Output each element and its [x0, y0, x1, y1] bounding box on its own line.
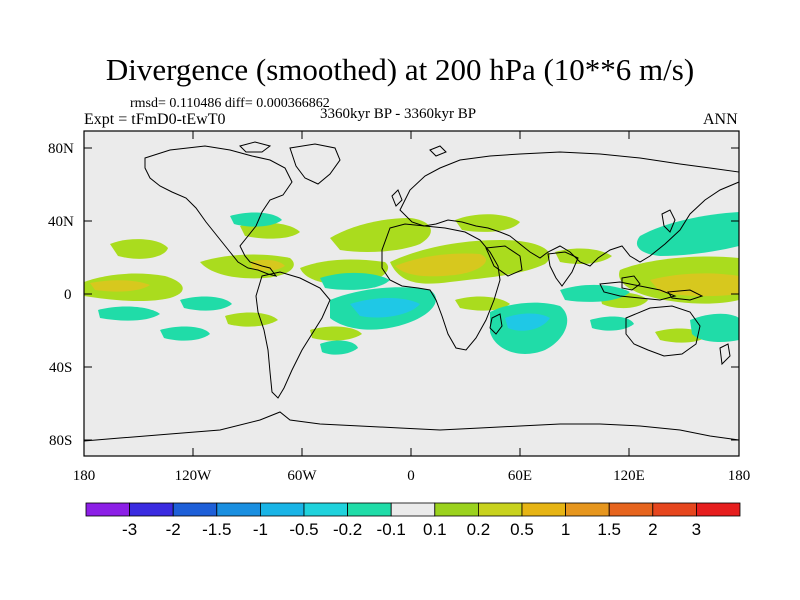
colorbar-label: -1 — [253, 520, 268, 539]
colorbar-labels: -3 -2 -1.5 -1 -0.5 -0.2 -0.1 0.1 0.2 0.5 1 1.5 2 3 — [122, 520, 701, 539]
new-guinea-outline — [667, 289, 704, 301]
colorbar-label: -2 — [166, 520, 181, 539]
colorbar-swatch — [565, 502, 610, 517]
british-isles-outline — [391, 189, 403, 207]
indonesia-outline — [599, 281, 677, 301]
colorbar-swatch — [434, 502, 479, 517]
colorbar-label: -0.2 — [333, 520, 362, 539]
north-america-outline — [144, 145, 293, 277]
lat-label-0: 0 — [64, 287, 72, 303]
lat-label-80s: 80S — [49, 433, 72, 449]
colorbar-swatch — [608, 502, 654, 517]
colorbar-label: -3 — [122, 520, 137, 539]
lon-label-60e: 60E — [508, 468, 532, 484]
colorbar-swatch — [259, 502, 305, 517]
longitude-labels: 180 120W 60W 0 60E 120E 180 — [73, 468, 751, 484]
colorbar-label: -0.1 — [377, 520, 406, 539]
lon-label-120e: 120E — [613, 468, 645, 484]
colorbar-swatch — [172, 502, 218, 517]
lon-label-120w: 120W — [175, 468, 213, 484]
lon-label-0: 0 — [407, 468, 415, 484]
africa-outline — [381, 223, 501, 351]
time-period-label: 3360kyr BP - 3360kyr BP — [320, 106, 477, 122]
colorbar-swatch — [85, 502, 130, 517]
arctic-islands-outline — [239, 141, 272, 153]
colorbar-label: 1.5 — [597, 520, 621, 539]
arabia-outline — [485, 245, 523, 277]
colorbar-swatch — [303, 502, 348, 517]
latitude-labels: 80N 40N 0 40S 80S — [48, 141, 74, 449]
colorbar-label: -0.5 — [289, 520, 318, 539]
colorbar-label: 1 — [561, 520, 570, 539]
colorbar-label: 2 — [648, 520, 657, 539]
strong-positive-contours — [90, 253, 739, 297]
australia-outline — [625, 305, 701, 357]
japan-outline — [661, 209, 676, 233]
svalbard-outline — [429, 145, 447, 157]
colorbar-label: 0.5 — [510, 520, 534, 539]
antarctica-outline — [83, 411, 740, 442]
colorbar-swatch — [521, 502, 566, 517]
madagascar-outline — [489, 313, 503, 335]
colorbar-swatch — [347, 502, 392, 517]
south-america-outline — [255, 271, 331, 399]
lon-label-60w: 60W — [287, 468, 317, 484]
negative-contours — [98, 212, 739, 355]
colorbar-swatch — [216, 502, 261, 517]
colorbar-swatch — [129, 502, 174, 517]
new-zealand-outline — [719, 343, 731, 366]
greenland-outline — [289, 143, 341, 185]
divergence-field — [84, 212, 739, 355]
season-label: ANN — [703, 111, 738, 128]
borneo-outline — [621, 275, 641, 291]
colorbar-swatch — [696, 502, 741, 517]
colorbar-label: -1.5 — [202, 520, 231, 539]
eurasia-outline — [399, 151, 740, 267]
colorbar-label: 0.2 — [467, 520, 491, 539]
colorbar — [85, 502, 741, 517]
lon-label-180e: 180 — [728, 468, 751, 484]
colorbar-swatch — [652, 502, 697, 517]
map-title: Divergence (smoothed) at 200 hPa (10**6 … — [105, 52, 695, 87]
lat-label-40s: 40S — [49, 360, 72, 376]
lon-label-180w: 180 — [73, 468, 96, 484]
strong-negative-contours — [350, 298, 550, 331]
india-outline — [547, 251, 579, 287]
colorbar-swatch — [390, 502, 436, 517]
continent-outlines — [83, 141, 740, 442]
lat-label-80n: 80N — [48, 141, 74, 157]
colorbar-label: 0.1 — [423, 520, 447, 539]
colorbar-swatch — [477, 502, 523, 517]
rmsd-stats: rmsd= 0.110486 diff= 0.000366862 — [130, 96, 330, 111]
lat-label-40n: 40N — [48, 214, 74, 230]
axis-ticks — [83, 131, 740, 456]
experiment-label: Expt = tFmD0-tEwT0 — [84, 111, 226, 128]
colorbar-label: 3 — [692, 520, 701, 539]
